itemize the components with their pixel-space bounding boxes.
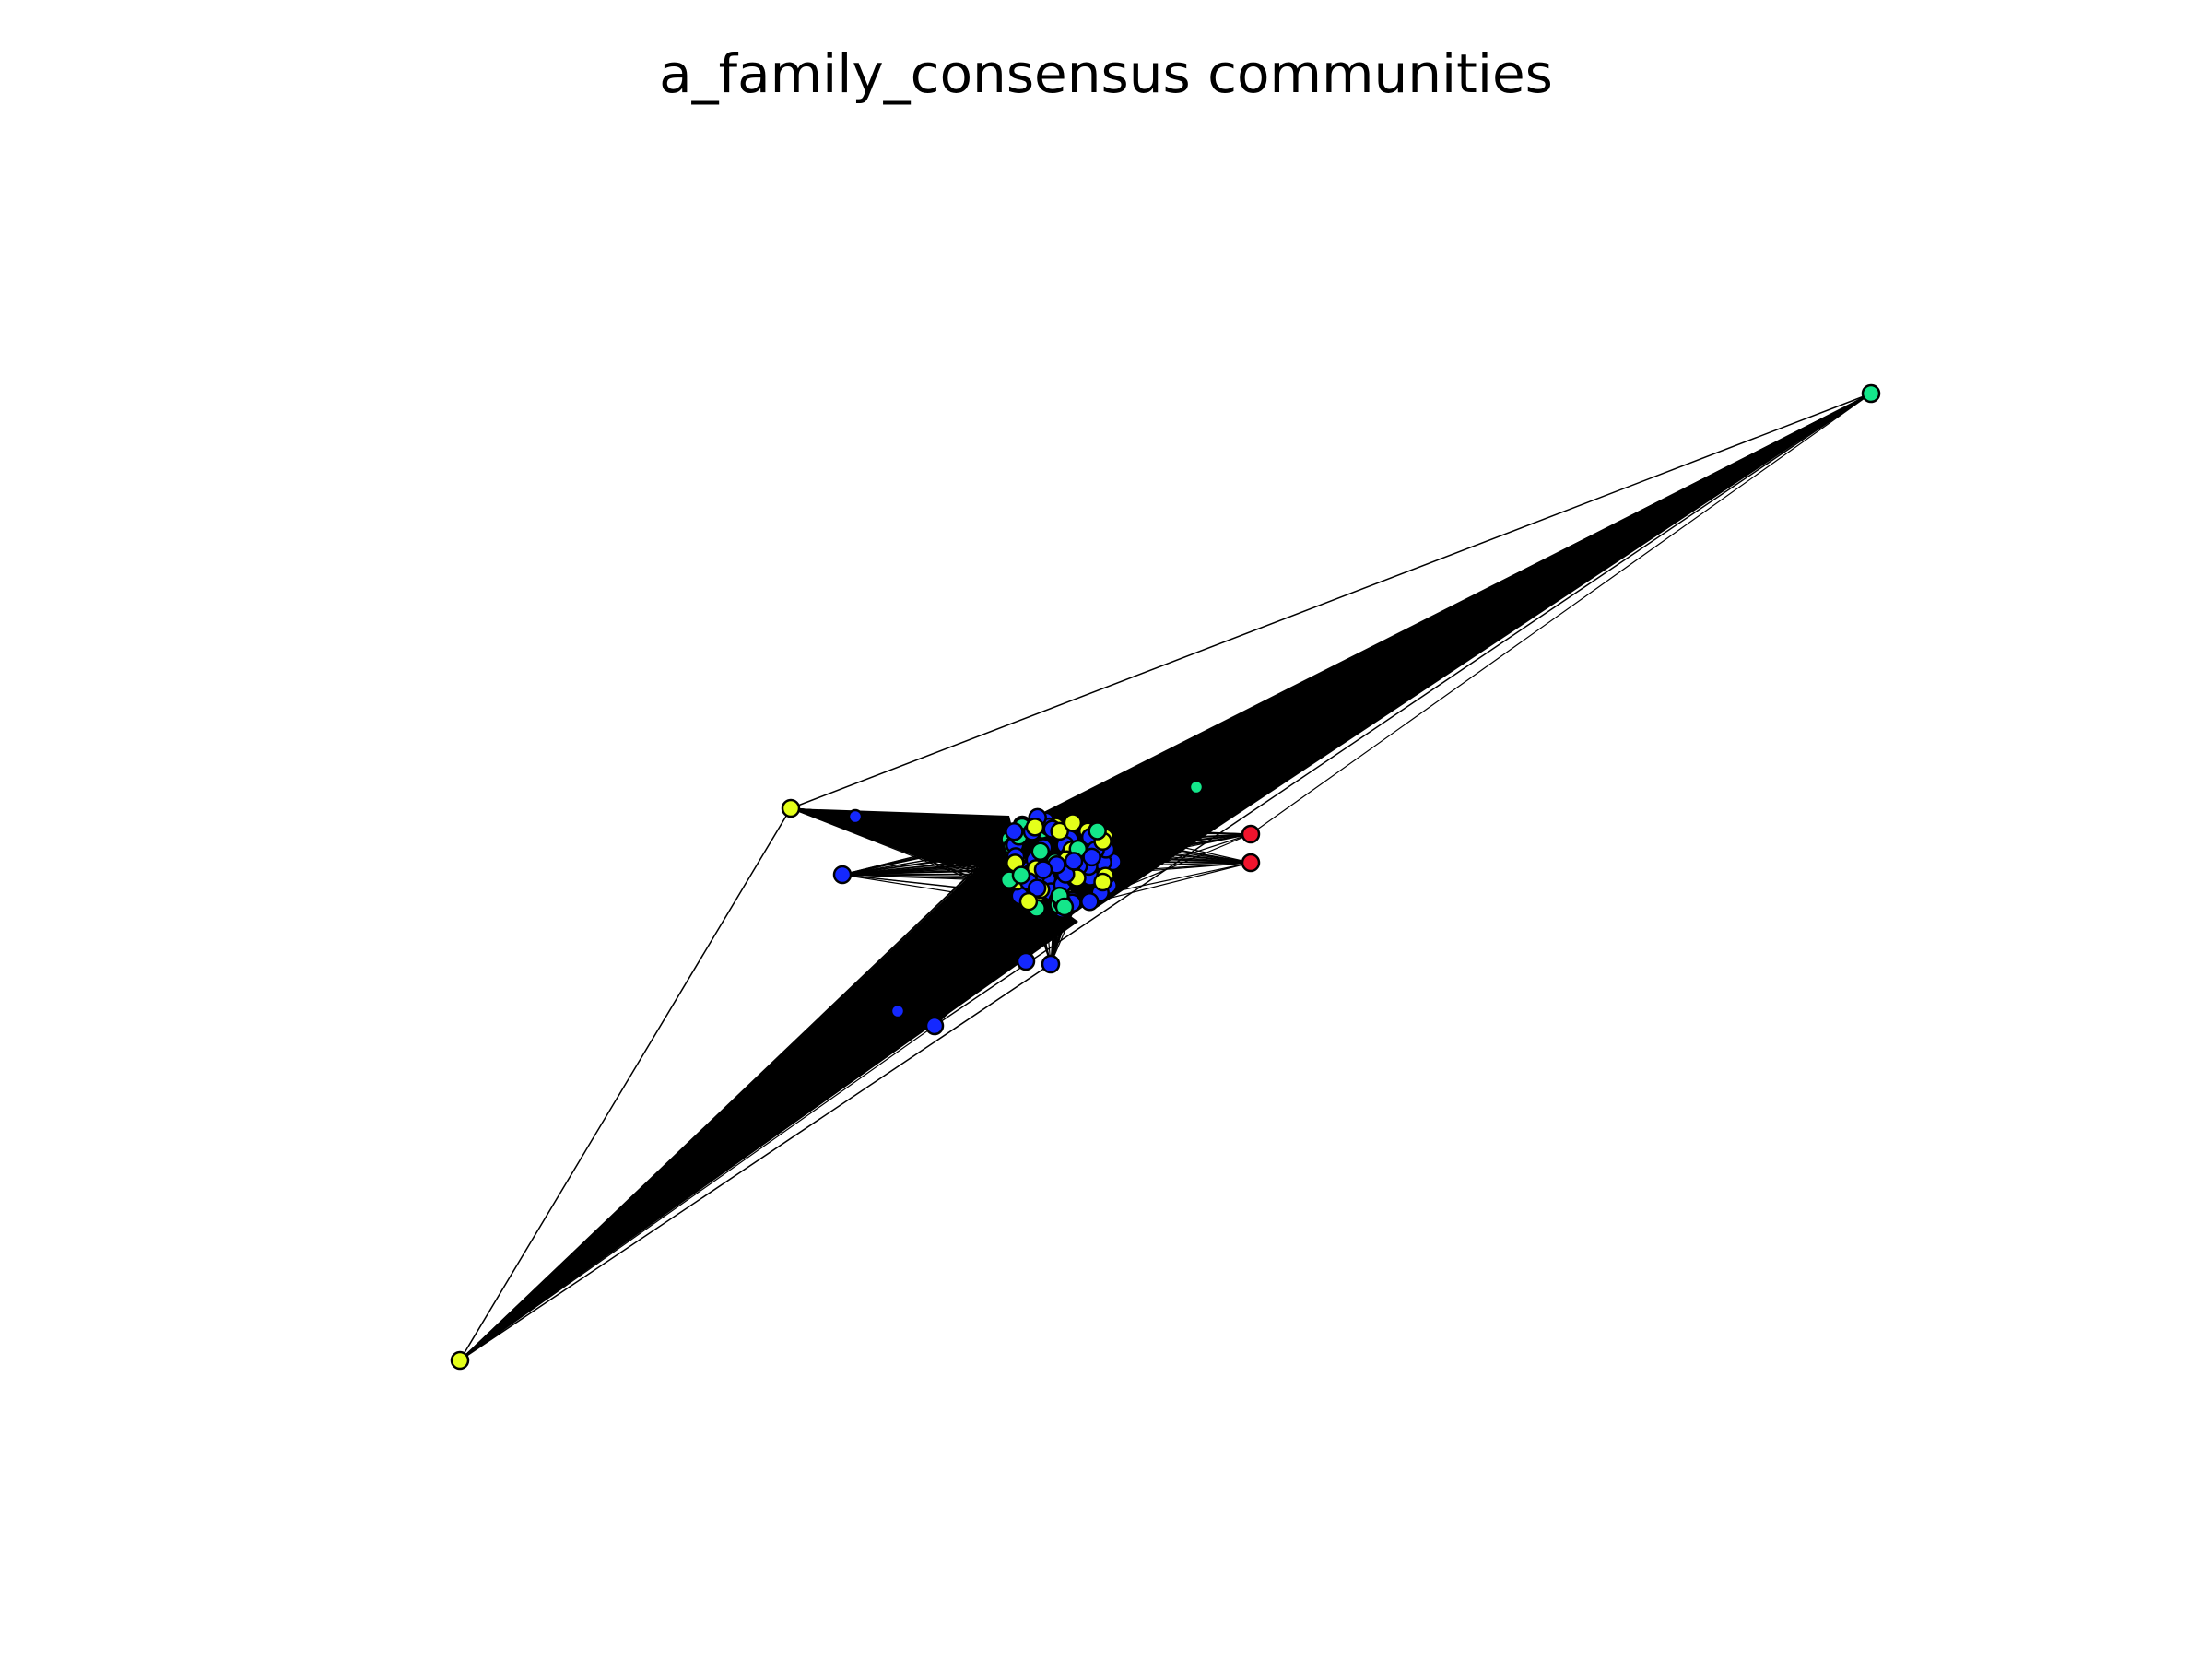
cluster-node: [1005, 821, 1024, 841]
edge: [1028, 393, 1872, 902]
edge: [1077, 393, 1872, 879]
edge: [1072, 393, 1872, 824]
red-node-upper: [1241, 824, 1261, 844]
blue-node-lower-1: [889, 1003, 906, 1019]
cluster-node: [1088, 821, 1107, 841]
edge: [459, 862, 1016, 1361]
cluster-node: [1018, 891, 1039, 912]
cluster-node: [1033, 860, 1053, 879]
edge: [459, 835, 1019, 1361]
edge: [459, 906, 1065, 1361]
cluster-node: [1093, 872, 1112, 892]
edge: [459, 830, 1015, 1361]
blue-node-lower-2: [924, 1016, 945, 1036]
edge: [459, 895, 1061, 1361]
edge: [1059, 393, 1872, 897]
cluster-node: [1011, 865, 1031, 885]
edge: [1020, 393, 1872, 877]
edge: [1064, 393, 1872, 908]
edge: [459, 875, 1022, 1361]
blue-node-small: [847, 808, 864, 825]
edge: [1042, 393, 1872, 871]
cluster-node: [1050, 821, 1069, 841]
edge: [1062, 393, 1872, 903]
edge: [1048, 393, 1872, 828]
edge: [790, 807, 1016, 846]
edge: [1195, 393, 1872, 788]
edge: [790, 807, 1030, 902]
edge: [459, 963, 1052, 1361]
edge: [459, 888, 1038, 1361]
graph-title: a_family_consensus communities: [659, 42, 1553, 105]
edge: [459, 855, 1017, 1361]
outlier-node-top-right: [1861, 383, 1881, 404]
edge: [790, 807, 1015, 832]
nodes-layer: [450, 383, 1881, 1371]
edge: [459, 830, 1099, 1361]
blue-node-left: [832, 865, 853, 885]
edge: [1014, 393, 1872, 832]
edge: [1087, 393, 1872, 832]
edge: [1250, 393, 1872, 835]
edge: [790, 807, 1035, 828]
edge: [790, 393, 1872, 809]
cluster-node: [1082, 847, 1101, 867]
edge: [459, 822, 1074, 1361]
edge: [459, 902, 1063, 1361]
edge: [841, 874, 1018, 882]
cluster-node: [1064, 852, 1084, 871]
edge: [459, 826, 1036, 1361]
cluster-node: [1027, 878, 1047, 898]
edge: [790, 807, 1022, 877]
edge: [934, 830, 1015, 1027]
cluster-node: [1080, 892, 1100, 912]
edge: [1091, 393, 1872, 858]
cluster-node: [1025, 818, 1045, 837]
edge: [1052, 393, 1872, 830]
red-node-lower: [1241, 853, 1261, 873]
edge: [459, 869, 1044, 1361]
cluster-node: [1030, 841, 1051, 861]
outlier-node-left: [781, 798, 801, 818]
edge: [934, 393, 1872, 1027]
outlier-node-bottom-left: [450, 1350, 470, 1371]
edges-layer: [459, 393, 1872, 1361]
edge: [1034, 393, 1872, 828]
edge: [459, 807, 792, 1361]
edge: [1015, 393, 1872, 864]
edge: [459, 877, 1077, 1361]
blue-node-below-1: [1016, 951, 1036, 971]
edge: [1102, 833, 1252, 883]
edge: [1088, 393, 1872, 902]
edge: [459, 1025, 935, 1361]
cluster-node: [1054, 897, 1075, 917]
green-node-mid: [1188, 779, 1205, 795]
edge: [459, 900, 1090, 1361]
edge: [459, 900, 1030, 1361]
blue-node-below-2: [1041, 954, 1061, 974]
edge: [1089, 833, 1252, 902]
cluster-node: [1063, 813, 1083, 832]
edge: [459, 856, 1093, 1361]
